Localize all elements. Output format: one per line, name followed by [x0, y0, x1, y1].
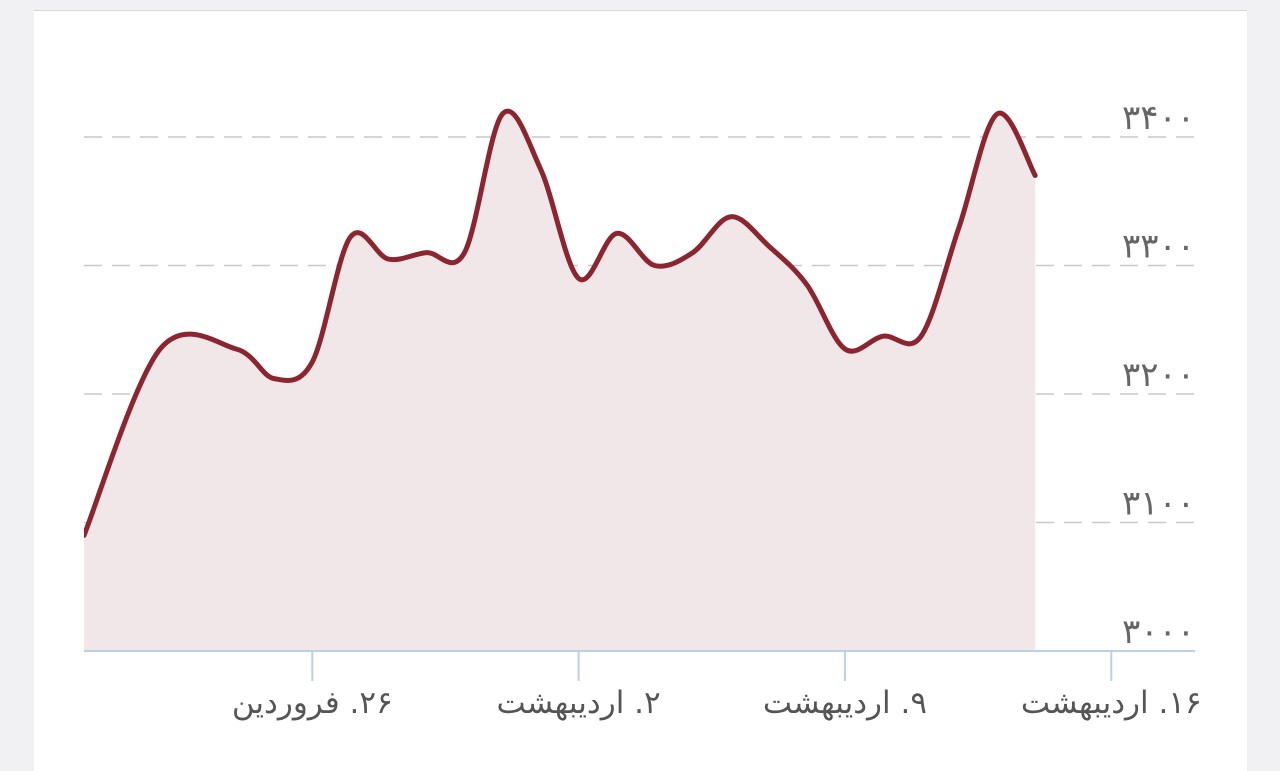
top-strip — [0, 0, 1280, 10]
price-line — [84, 108, 1038, 538]
x-axis-ticks: ۲۶. فروردین ۲. اردیبهشت ۹. اردیبهشت ۱۶. ارد… — [232, 651, 1202, 721]
y-tick-label: ۳۳۰۰ — [1122, 227, 1195, 267]
y-tick-label: ۳۱۰۰ — [1122, 484, 1195, 524]
y-axis-ticks: ۳۰۰۰ ۳۱۰۰ ۳۲۰۰ ۳۳۰۰ ۳۴۰۰ — [1122, 98, 1195, 652]
y-tick-label: ۳۰۰۰ — [1122, 612, 1195, 652]
x-tick-label: ۹. اردیبهشت — [763, 685, 927, 721]
y-tick-label: ۳۴۰۰ — [1122, 98, 1195, 138]
area-fill — [84, 111, 1036, 651]
x-tick-label: ۲. اردیبهشت — [497, 685, 661, 721]
x-tick-label: ۱۶. اردیبهشت — [1021, 685, 1202, 721]
x-tick-label: ۲۶. فروردین — [232, 685, 393, 721]
y-tick-label: ۳۲۰۰ — [1122, 355, 1195, 395]
